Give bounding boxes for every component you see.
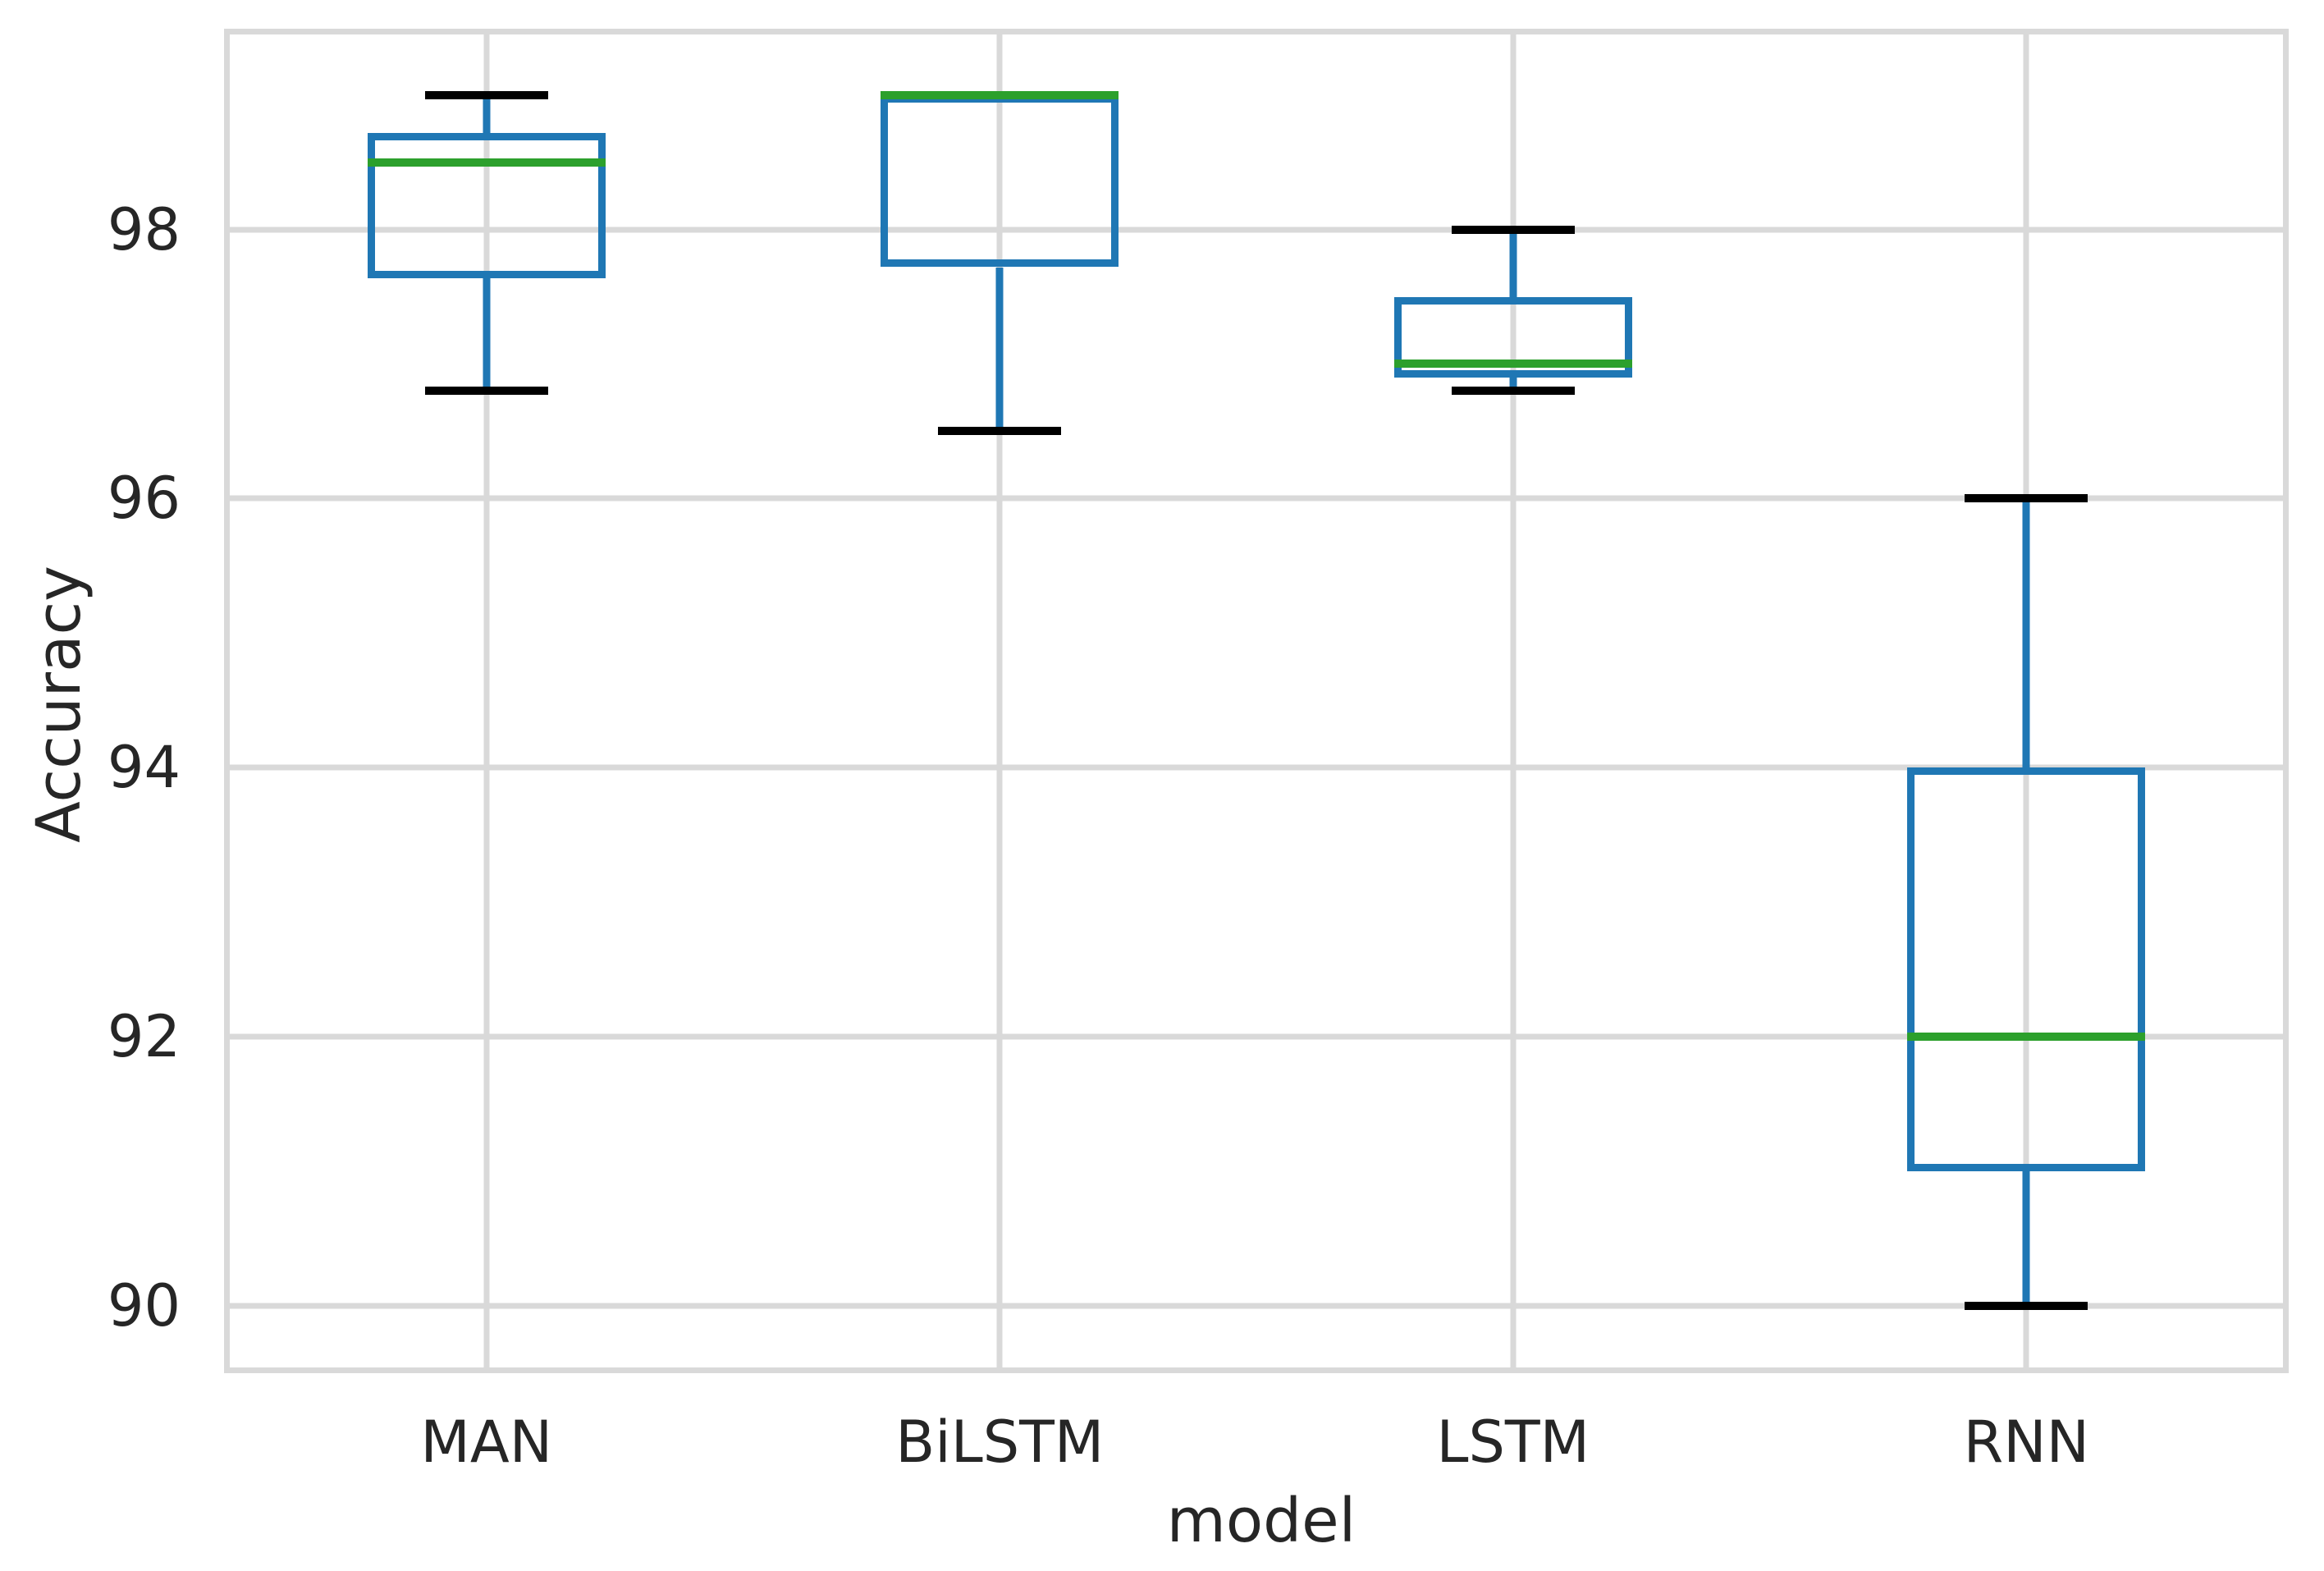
x-tick-label-RNN: RNN [1963, 1408, 2089, 1476]
v-gridline-LSTM [1510, 34, 1517, 1367]
median-LSTM [1393, 360, 1632, 369]
y-tick-label-96: 96 [107, 465, 181, 533]
upper-cap-MAN [424, 90, 548, 99]
lower-cap-BiLSTM [938, 427, 1062, 436]
y-axis-tick-labels: 98 96 94 92 90 [0, 34, 185, 1367]
lower-whisker-BiLSTM [995, 267, 1004, 432]
y-tick-label-90: 90 [107, 1271, 181, 1340]
median-RNN [1907, 1032, 2146, 1041]
box-BiLSTM [881, 94, 1119, 268]
plot-inner [230, 34, 2283, 1367]
upper-whisker-LSTM [1509, 229, 1517, 297]
h-gridline-96 [230, 495, 2283, 502]
box-MAN [367, 132, 606, 278]
x-axis-tick-labels: MAN BiLSTM LSTM RNN [230, 1413, 2283, 1487]
lower-whisker-RNN [2022, 1170, 2030, 1306]
box-LSTM [1393, 296, 1632, 378]
median-MAN [367, 158, 606, 167]
v-gridline-BiLSTM [996, 34, 1003, 1367]
y-tick-label-92: 92 [107, 1002, 181, 1070]
lower-whisker-LSTM [1509, 377, 1517, 392]
lower-whisker-MAN [483, 277, 491, 392]
v-gridline-MAN [483, 34, 490, 1367]
h-gridline-90 [230, 1303, 2283, 1309]
upper-cap-LSTM [1451, 225, 1575, 234]
y-tick-label-98: 98 [107, 195, 181, 263]
x-tick-label-LSTM: LSTM [1436, 1408, 1590, 1476]
upper-cap-RNN [1965, 494, 2088, 503]
plot-area [224, 29, 2289, 1373]
h-gridline-92 [230, 1033, 2283, 1040]
lower-cap-LSTM [1451, 387, 1575, 396]
x-tick-label-MAN: MAN [420, 1408, 553, 1476]
lower-cap-MAN [424, 387, 548, 396]
upper-whisker-MAN [483, 94, 491, 133]
median-BiLSTM [881, 90, 1119, 99]
upper-whisker-RNN [2022, 498, 2030, 768]
h-gridline-98 [230, 227, 2283, 233]
x-tick-label-BiLSTM: BiLSTM [895, 1408, 1105, 1476]
lower-cap-RNN [1965, 1301, 2088, 1310]
h-gridline-94 [230, 764, 2283, 771]
y-tick-label-94: 94 [107, 734, 181, 802]
x-axis-label: model [1166, 1486, 1356, 1556]
box-RNN [1907, 767, 2146, 1171]
